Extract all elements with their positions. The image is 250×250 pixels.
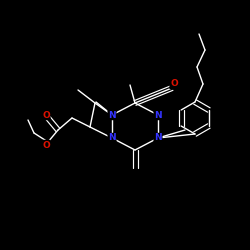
Text: N: N <box>154 110 162 120</box>
Text: N: N <box>108 110 116 120</box>
Text: N: N <box>108 134 116 142</box>
Text: O: O <box>42 110 50 120</box>
Text: O: O <box>42 140 50 149</box>
Text: O: O <box>170 80 178 88</box>
Text: N: N <box>154 134 162 142</box>
